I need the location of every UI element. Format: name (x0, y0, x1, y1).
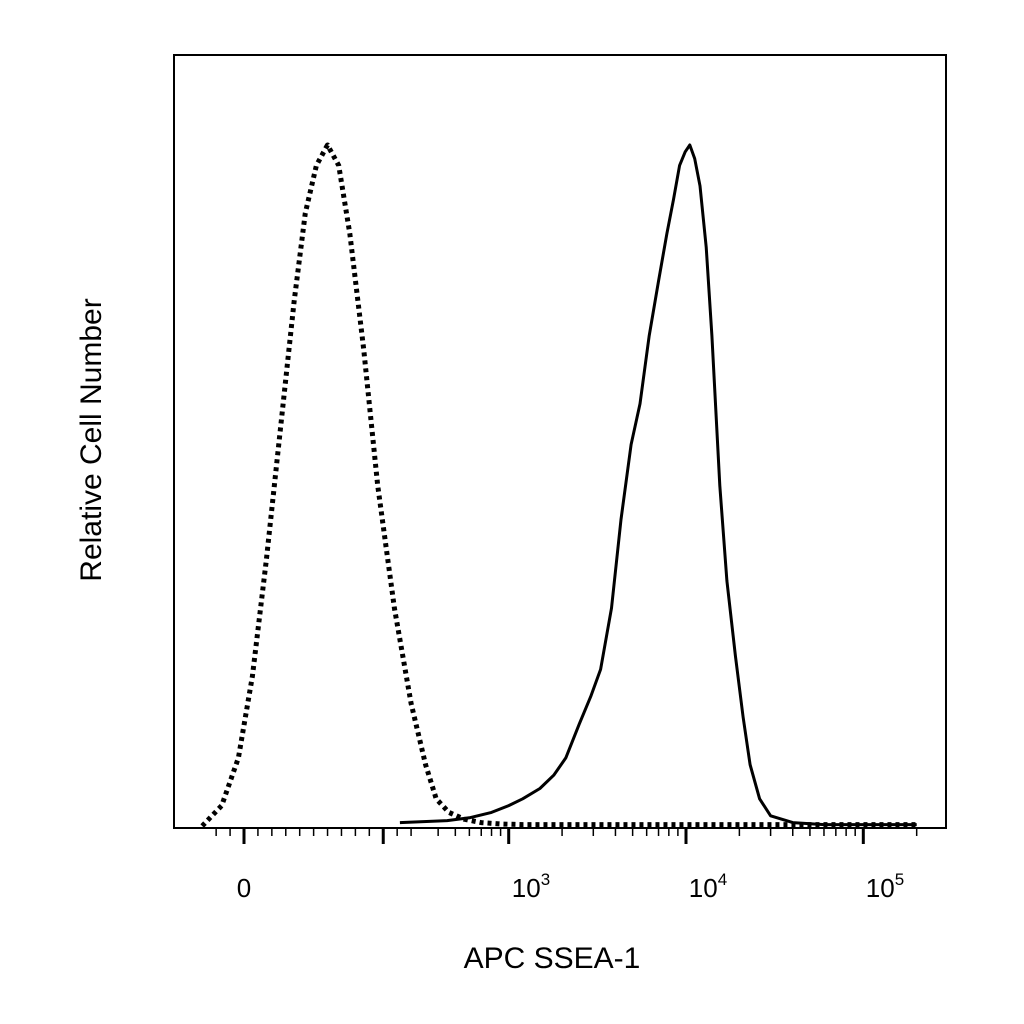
x-tick-label-1000: 103 (512, 870, 550, 903)
x-axis-ticks (215, 828, 918, 844)
x-tick-label-0: 0 (237, 873, 251, 903)
x-tick-label-10000: 104 (689, 870, 727, 903)
series-line-solid (399, 143, 917, 827)
x-axis-title: APC SSEA-1 (464, 942, 641, 975)
x-tick-label-100000: 105 (866, 870, 904, 903)
plot-frame (173, 54, 947, 829)
series-line-dotted (200, 142, 917, 828)
y-axis-title: Relative Cell Number (75, 298, 108, 581)
series-group (200, 142, 917, 828)
